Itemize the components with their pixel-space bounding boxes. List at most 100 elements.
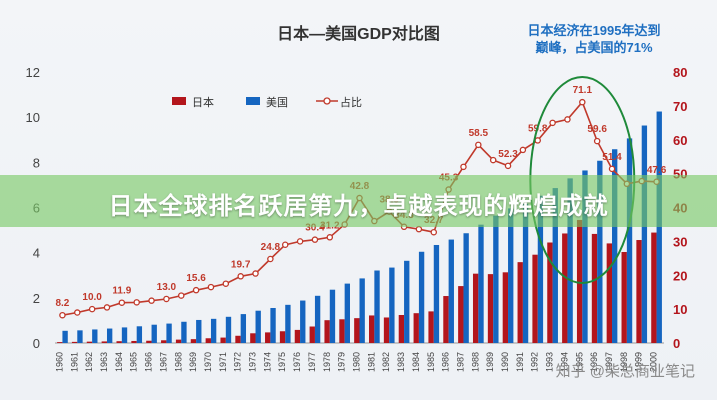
- bar-japan: [250, 333, 256, 343]
- ratio-point: [415, 225, 423, 233]
- ratio-data-label: 11.9: [112, 286, 131, 297]
- ratio-point: [222, 280, 230, 287]
- chart-title: 日本—美国GDP对比图: [277, 26, 440, 43]
- callout-line-1: 日本经济在1995年达到: [527, 23, 661, 38]
- bar-japan: [547, 242, 553, 343]
- bar-usa: [285, 304, 291, 343]
- bar-usa: [567, 178, 573, 343]
- bar-japan: [235, 335, 241, 343]
- ratio-point: [118, 299, 126, 306]
- legend-label: 日本: [192, 95, 214, 109]
- ratio-point: [103, 304, 111, 311]
- bar-japan: [339, 319, 345, 343]
- x-tick-label: 2000: [649, 352, 659, 372]
- ratio-point: [549, 119, 556, 127]
- bar-usa: [121, 327, 128, 343]
- x-tick-label: 1978: [322, 352, 332, 372]
- y-left-tick-label: 0: [33, 336, 40, 351]
- bar-usa: [404, 260, 410, 343]
- callout-annotation: 日本经济在1995年达到 巅峰，占美国的71%: [489, 22, 699, 56]
- bar-japan: [161, 340, 167, 343]
- x-tick-label: 1971: [218, 352, 228, 372]
- x-tick-label: 1992: [530, 352, 540, 372]
- x-tick-label: 1972: [233, 352, 243, 372]
- bar-japan: [190, 339, 197, 343]
- x-tick-label: 1982: [381, 352, 391, 372]
- bar-japan: [369, 315, 375, 343]
- bar-usa: [329, 289, 336, 343]
- bar-usa: [418, 251, 425, 343]
- bar-japan: [101, 341, 107, 343]
- x-tick-label: 1975: [277, 352, 287, 372]
- x-tick-label: 1980: [352, 352, 362, 372]
- bar-usa: [552, 188, 558, 343]
- x-tick-label: 1999: [634, 352, 644, 372]
- x-tick-label: 1986: [441, 352, 451, 372]
- y-left-tick-label: 10: [26, 110, 40, 125]
- ratio-point: [326, 234, 334, 241]
- x-tick-label: 1969: [188, 352, 198, 372]
- x-tick-label: 1974: [262, 352, 272, 372]
- bar-usa: [255, 310, 261, 343]
- x-tick-label: 1991: [515, 352, 525, 372]
- x-tick-label: 1996: [589, 352, 599, 372]
- bar-japan: [294, 329, 301, 343]
- x-tick-label: 1977: [307, 352, 317, 372]
- bar-usa: [151, 324, 157, 343]
- ratio-point: [192, 286, 200, 294]
- ratio-point: [252, 270, 259, 277]
- bar-usa: [196, 319, 202, 343]
- bar-japan: [606, 243, 613, 343]
- bar-japan: [71, 341, 78, 343]
- ratio-point: [593, 137, 601, 145]
- ratio-data-label: 59.6: [587, 124, 607, 135]
- bar-usa: [656, 111, 662, 343]
- x-tick-label: 1963: [99, 352, 109, 372]
- ratio-point: [504, 162, 512, 170]
- y-right-tick-label: 60: [673, 133, 687, 148]
- ratio-point: [519, 146, 527, 154]
- x-tick-label: 1988: [470, 352, 480, 372]
- bar-japan: [131, 340, 137, 343]
- bar-japan: [220, 337, 226, 343]
- bar-japan: [205, 338, 211, 343]
- bar-japan: [458, 286, 464, 343]
- bar-japan: [502, 272, 509, 343]
- bar-usa: [463, 233, 469, 343]
- ratio-data-label: 47.6: [647, 165, 667, 176]
- x-tick-label: 1985: [426, 352, 436, 372]
- ratio-data-label: 71.1: [573, 85, 593, 96]
- bar-usa: [359, 278, 365, 343]
- x-tick-label: 1979: [337, 352, 347, 372]
- x-tick-label: 1990: [500, 352, 510, 372]
- x-tick-label: 1964: [114, 352, 124, 372]
- y-left-tick-label: 4: [33, 246, 40, 261]
- x-tick-label: 1961: [69, 352, 79, 372]
- ratio-point: [74, 309, 81, 316]
- y-left-tick-label: 2: [33, 291, 40, 306]
- bar-japan: [472, 273, 479, 343]
- x-tick-label: 1962: [84, 352, 94, 372]
- ratio-point: [608, 165, 616, 173]
- ratio-point: [133, 299, 140, 306]
- bar-usa: [374, 270, 380, 343]
- x-tick-label: 1995: [574, 352, 584, 372]
- x-tick-label: 1997: [604, 352, 614, 372]
- ratio-point: [237, 273, 244, 280]
- ratio-point: [59, 311, 66, 319]
- bar-japan: [383, 317, 390, 343]
- legend-label: 美国: [266, 96, 288, 109]
- bar-japan: [398, 314, 405, 343]
- ratio-point: [534, 137, 541, 144]
- ratio-point: [207, 283, 215, 291]
- y-left-tick-label: 8: [33, 155, 40, 170]
- bar-usa: [92, 329, 98, 343]
- legend-label: 占比: [340, 95, 362, 109]
- y-right-tick-label: 30: [673, 234, 687, 249]
- headline-banner: [0, 175, 717, 227]
- bar-japan: [517, 262, 523, 343]
- x-tick-label: 1968: [173, 352, 183, 372]
- bar-usa: [537, 195, 544, 343]
- x-tick-label: 1987: [455, 352, 465, 372]
- y-right-tick-label: 70: [673, 99, 687, 114]
